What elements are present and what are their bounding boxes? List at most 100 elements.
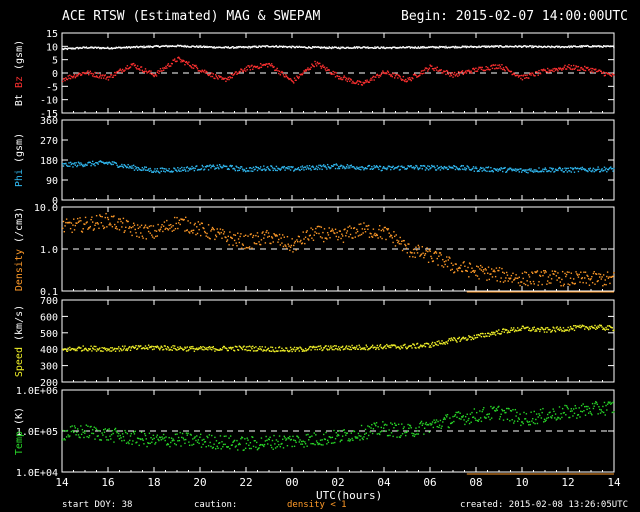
data-point [94, 348, 96, 351]
data-point [174, 228, 177, 230]
data-point [555, 327, 558, 329]
data-point [76, 165, 78, 168]
data-point [559, 418, 561, 420]
data-point [173, 345, 176, 347]
data-point [76, 46, 79, 49]
data-point [115, 72, 118, 74]
data-point [552, 68, 554, 70]
data-point [610, 326, 612, 328]
data-point [495, 169, 498, 172]
data-point [256, 46, 259, 49]
data-point [86, 349, 88, 352]
data-point [569, 67, 571, 69]
data-point [291, 445, 293, 448]
data-point [94, 164, 96, 167]
data-point [505, 277, 507, 279]
data-point [423, 427, 426, 430]
data-point [541, 170, 543, 172]
data-point [76, 164, 79, 167]
data-point [481, 410, 483, 413]
data-point [294, 79, 297, 81]
data-point [451, 268, 453, 271]
data-point [427, 70, 429, 72]
data-point [273, 46, 275, 48]
data-point [177, 57, 179, 59]
data-point [367, 434, 370, 437]
data-point [327, 47, 330, 49]
data-point [308, 46, 310, 48]
data-point [334, 232, 336, 235]
data-point [136, 65, 139, 67]
data-point [149, 167, 151, 170]
data-point [99, 160, 101, 163]
data-point [506, 45, 509, 47]
data-point [361, 84, 364, 86]
data-point [304, 242, 306, 245]
data-point [566, 271, 569, 273]
data-point [504, 46, 506, 48]
data-point [535, 271, 537, 274]
data-point [188, 231, 190, 233]
data-point [494, 45, 497, 47]
data-point [569, 416, 571, 419]
data-point [218, 442, 221, 444]
data-point [470, 271, 472, 273]
data-point [145, 166, 147, 169]
data-point [255, 350, 258, 352]
data-point [270, 63, 273, 65]
data-point [216, 349, 218, 351]
data-point [472, 416, 475, 418]
data-point [330, 165, 333, 167]
data-point [127, 68, 129, 70]
data-point [439, 46, 442, 48]
data-point [370, 346, 372, 348]
data-point [301, 46, 304, 48]
data-point [488, 170, 491, 173]
data-point [574, 166, 576, 169]
data-point [147, 442, 150, 445]
data-point [535, 71, 537, 73]
data-point [253, 242, 256, 244]
data-point [531, 327, 534, 329]
data-point [152, 46, 155, 48]
data-point [251, 436, 253, 438]
data-point [561, 278, 563, 281]
data-point [488, 413, 491, 415]
data-point [564, 329, 566, 331]
data-point [239, 235, 241, 238]
data-point [118, 438, 121, 440]
data-point [288, 46, 290, 48]
data-point [379, 47, 382, 49]
data-point [438, 47, 440, 49]
data-point [493, 45, 495, 47]
data-point [248, 167, 251, 169]
data-point [292, 45, 294, 48]
data-point [126, 166, 129, 168]
data-point [565, 169, 567, 171]
data-point [165, 227, 167, 229]
data-point [561, 69, 563, 71]
data-point [592, 71, 595, 74]
data-point [529, 72, 532, 75]
data-point [124, 164, 126, 167]
data-point [186, 346, 188, 348]
data-point [197, 439, 200, 441]
data-point [507, 69, 509, 71]
data-point [453, 271, 456, 273]
data-point [71, 162, 73, 165]
data-point [475, 274, 477, 277]
data-point [120, 69, 122, 72]
data-point [159, 167, 162, 170]
data-point [88, 348, 90, 350]
data-point [74, 349, 77, 352]
data-point [185, 438, 187, 441]
data-point [289, 439, 292, 441]
data-point [274, 45, 277, 47]
data-point [535, 271, 538, 273]
data-point [587, 278, 590, 280]
data-point [603, 166, 606, 168]
data-point [245, 46, 248, 48]
data-point [538, 167, 540, 169]
data-point [387, 47, 390, 49]
data-point [438, 255, 440, 257]
